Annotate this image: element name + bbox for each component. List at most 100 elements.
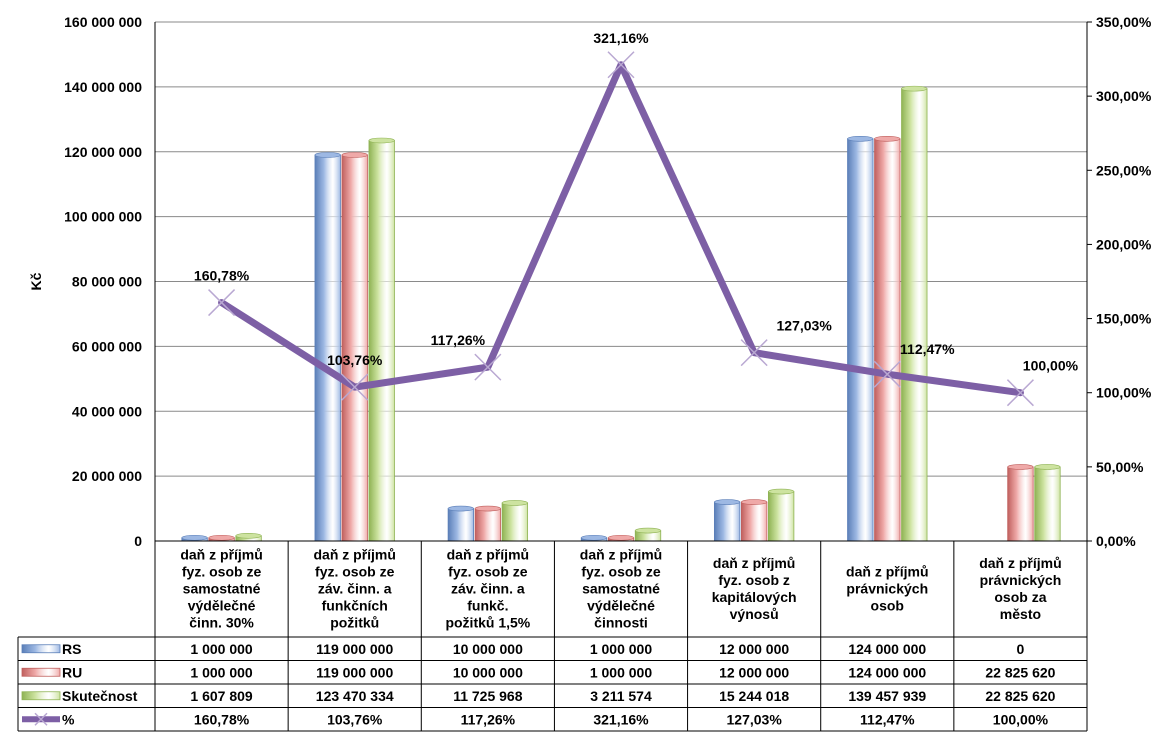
bar-skutečnost — [901, 88, 928, 542]
category-label: funkčních — [322, 598, 388, 614]
y-right-tick-label: 350,00% — [1096, 14, 1152, 30]
category-label: výnosů — [730, 606, 779, 622]
table-cell: 10 000 000 — [453, 664, 523, 680]
table-cell: 12 000 000 — [719, 664, 789, 680]
table-cell: 124 000 000 — [848, 664, 926, 680]
table-cell: 12 000 000 — [719, 641, 789, 657]
table-cell: 1 000 000 — [590, 664, 652, 680]
legend-label: Skutečnost — [62, 688, 138, 704]
category-label: funkč. — [467, 598, 508, 614]
bar-skutečnost — [501, 502, 529, 542]
category-label: samostatné — [183, 581, 261, 597]
table-cell: 1 000 000 — [590, 641, 652, 657]
category-label: výdělečné — [188, 598, 256, 614]
category-label: činn. 30% — [189, 615, 254, 631]
point-label: 127,03% — [777, 318, 833, 334]
table-cell: 100,00% — [993, 711, 1049, 727]
table-cell: 103,76% — [327, 711, 383, 727]
legend-key — [21, 691, 61, 701]
table-cell: 11 725 968 — [453, 688, 523, 704]
category-label: město — [1000, 606, 1041, 622]
line-marker — [1006, 379, 1034, 407]
bar-cap — [714, 499, 741, 505]
table-cell: 119 000 000 — [316, 641, 393, 657]
category-label: požitků — [330, 615, 379, 631]
point-label: 321,16% — [593, 30, 649, 46]
bar-cap — [901, 85, 928, 92]
table-cell: 124 000 000 — [848, 641, 926, 657]
y-right-tick-label: 50,00% — [1096, 459, 1144, 475]
bar-cap — [208, 534, 235, 541]
bar-cap — [235, 532, 262, 539]
bar-skutečnost — [368, 140, 395, 542]
bar-ru — [1007, 466, 1034, 542]
category-label: daň z příjmů — [846, 564, 928, 580]
category-label: daň z příjmů — [713, 555, 795, 571]
bar-cap — [1034, 464, 1061, 470]
table-cell: 1 000 000 — [190, 664, 252, 680]
table-cell: 127,03% — [727, 711, 783, 727]
category-label: záv. činn. a — [451, 581, 525, 597]
bar-rs — [314, 154, 341, 542]
bar-rs — [713, 501, 741, 542]
bar-cap — [768, 488, 795, 495]
bar-cap — [741, 499, 768, 505]
y-right-tick-label: 300,00% — [1096, 88, 1152, 104]
table-cell: 119 000 000 — [316, 664, 393, 680]
bar-ru — [874, 138, 901, 542]
table-cell: 139 457 939 — [848, 688, 926, 704]
category-label: fyz. osob ze — [581, 564, 661, 580]
point-label: 160,78% — [194, 268, 250, 284]
bar-cap — [1007, 464, 1034, 470]
bar-rs — [847, 138, 874, 542]
legend-key — [21, 667, 61, 677]
bar-ru — [341, 154, 368, 542]
category-label: právnických — [980, 572, 1062, 588]
y-left-tick-label: 80 000 000 — [72, 274, 142, 290]
bar-ru — [740, 501, 768, 542]
category-label: fyz. osob z — [718, 572, 790, 588]
legend-key — [21, 644, 61, 654]
category-label: daň z příjmů — [447, 547, 529, 563]
bar-cap — [634, 527, 662, 534]
table-cell: 160,78% — [194, 711, 250, 727]
category-label: právnických — [846, 581, 928, 597]
line-marker — [607, 51, 635, 79]
table-cell: 123 470 334 — [316, 688, 394, 704]
category-label: fyz. osob ze — [182, 564, 262, 580]
y-left-tick-label: 100 000 000 — [64, 209, 142, 225]
y-right-tick-label: 150,00% — [1096, 311, 1152, 327]
table-cell: 10 000 000 — [453, 641, 523, 657]
category-label: záv. činn. a — [318, 581, 392, 597]
table-cell: 321,16% — [593, 711, 649, 727]
category-label: osob za — [994, 589, 1046, 605]
bar-cap — [847, 135, 874, 142]
legend-label: RU — [62, 664, 82, 680]
table-cell: 0 — [1017, 641, 1025, 657]
category-label: daň z příjmů — [979, 555, 1061, 571]
table-cell: 1 607 809 — [190, 688, 252, 704]
y-left-tick-label: 160 000 000 — [64, 14, 142, 30]
y-left-tick-label: 20 000 000 — [72, 468, 142, 484]
legend-key-marker — [34, 712, 48, 726]
line-marker — [740, 339, 768, 367]
table-cell: 22 825 620 — [985, 664, 1055, 680]
point-label: 100,00% — [1023, 358, 1079, 374]
point-label: 103,76% — [327, 352, 383, 368]
y-right-tick-label: 0,00% — [1096, 533, 1136, 549]
y-axis-title: Kč — [28, 272, 44, 290]
category-label: samostatné — [582, 581, 660, 597]
y-left-tick-label: 140 000 000 — [64, 79, 142, 95]
bar-cap — [501, 500, 528, 506]
category-label: výdělečné — [587, 598, 655, 614]
y-right-tick-label: 100,00% — [1096, 385, 1152, 401]
y-left-tick-label: 120 000 000 — [64, 144, 142, 160]
bar-cap — [368, 137, 395, 144]
bar-cap — [607, 534, 635, 541]
category-label: daň z příjmů — [580, 547, 662, 563]
line-marker — [873, 360, 901, 388]
bar-ru — [474, 508, 502, 542]
bar-cap — [874, 135, 901, 142]
category-label: daň z příjmů — [313, 547, 395, 563]
